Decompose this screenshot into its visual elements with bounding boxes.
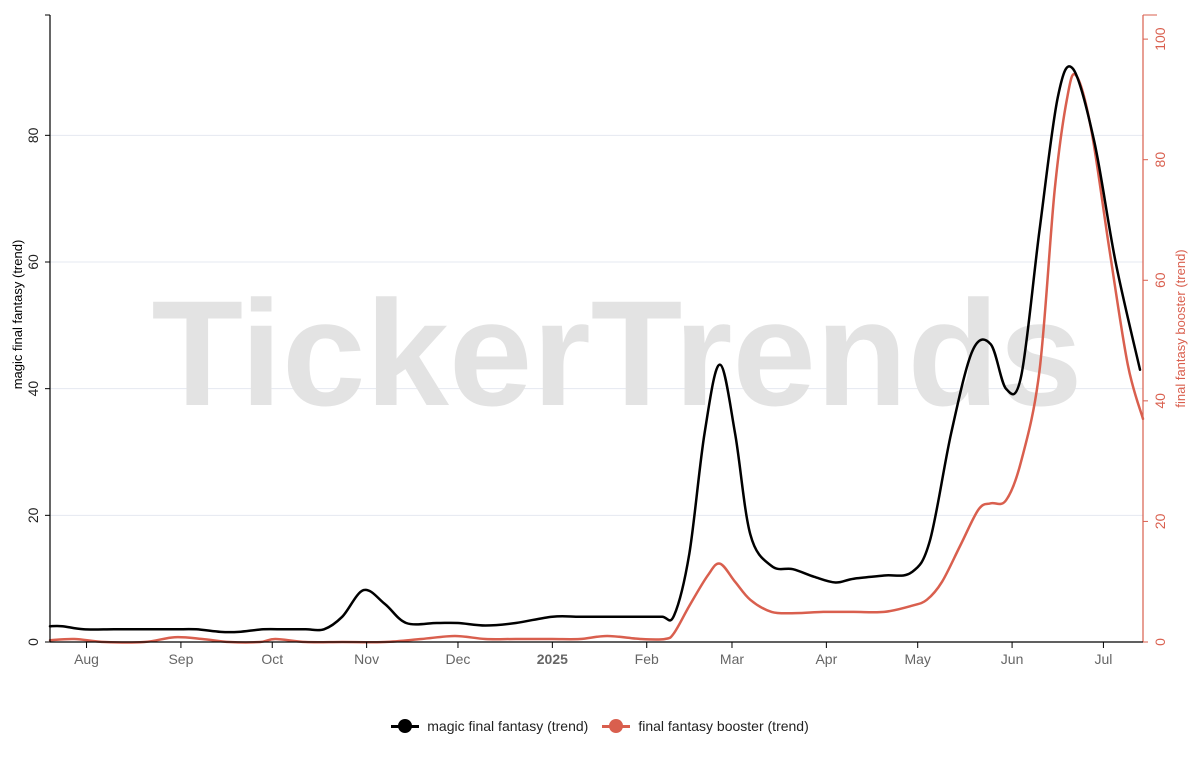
left-tick-label: 60: [25, 254, 41, 270]
left-axis-title: magic final fantasy (trend): [10, 240, 25, 390]
bottom-tick-label: Feb: [635, 651, 659, 667]
right-tick-label: 40: [1152, 393, 1168, 409]
left-tick-label: 40: [25, 381, 41, 397]
axes: 0 20 40 60 80 magic final fantasy (trend) 0 20 4…: [10, 14, 1188, 667]
right-axis-title: final fantasy booster (trend): [1173, 249, 1188, 407]
legend: magic final fantasy (trend) final fantas…: [0, 718, 1200, 734]
right-tick-label: 20: [1152, 513, 1168, 529]
dual-axis-line-chart: TickerTrends 0 20 40 60 80 magic final fantas…: [10, 14, 1188, 667]
bottom-tick-label: 2025: [537, 651, 568, 667]
bottom-tick-label: Dec: [446, 651, 471, 667]
legend-marker-icon: [602, 719, 631, 733]
bottom-tick-label: Apr: [815, 651, 837, 667]
left-tick-label: 20: [25, 507, 41, 523]
legend-item-series-1[interactable]: magic final fantasy (trend): [391, 718, 588, 734]
legend-label: magic final fantasy (trend): [427, 718, 589, 734]
series-lines: [48, 65, 1145, 644]
right-tick-label: 80: [1152, 152, 1168, 168]
series-line-2: [48, 72, 1145, 644]
left-tick-label: 80: [25, 127, 41, 143]
right-tick-label: 0: [1152, 638, 1168, 646]
series-line-1: [48, 65, 1142, 634]
right-tick-label: 100: [1152, 27, 1168, 51]
bottom-tick-label: Sep: [168, 651, 193, 667]
right-tick-label: 60: [1152, 272, 1168, 288]
legend-marker-icon: [391, 719, 420, 733]
bottom-tick-label: Jun: [1001, 651, 1024, 667]
bottom-tick-label: Jul: [1094, 651, 1112, 667]
legend-label: final fantasy booster (trend): [638, 718, 809, 734]
legend-item-series-2[interactable]: final fantasy booster (trend): [602, 718, 809, 734]
watermark-text: TickerTrends: [151, 269, 1082, 437]
bottom-tick-label: Mar: [720, 651, 744, 667]
bottom-tick-label: Nov: [354, 651, 379, 667]
bottom-tick-label: May: [904, 651, 930, 667]
left-tick-label: 0: [25, 638, 41, 646]
bottom-tick-label: Aug: [74, 651, 99, 667]
bottom-tick-label: Oct: [261, 651, 283, 667]
